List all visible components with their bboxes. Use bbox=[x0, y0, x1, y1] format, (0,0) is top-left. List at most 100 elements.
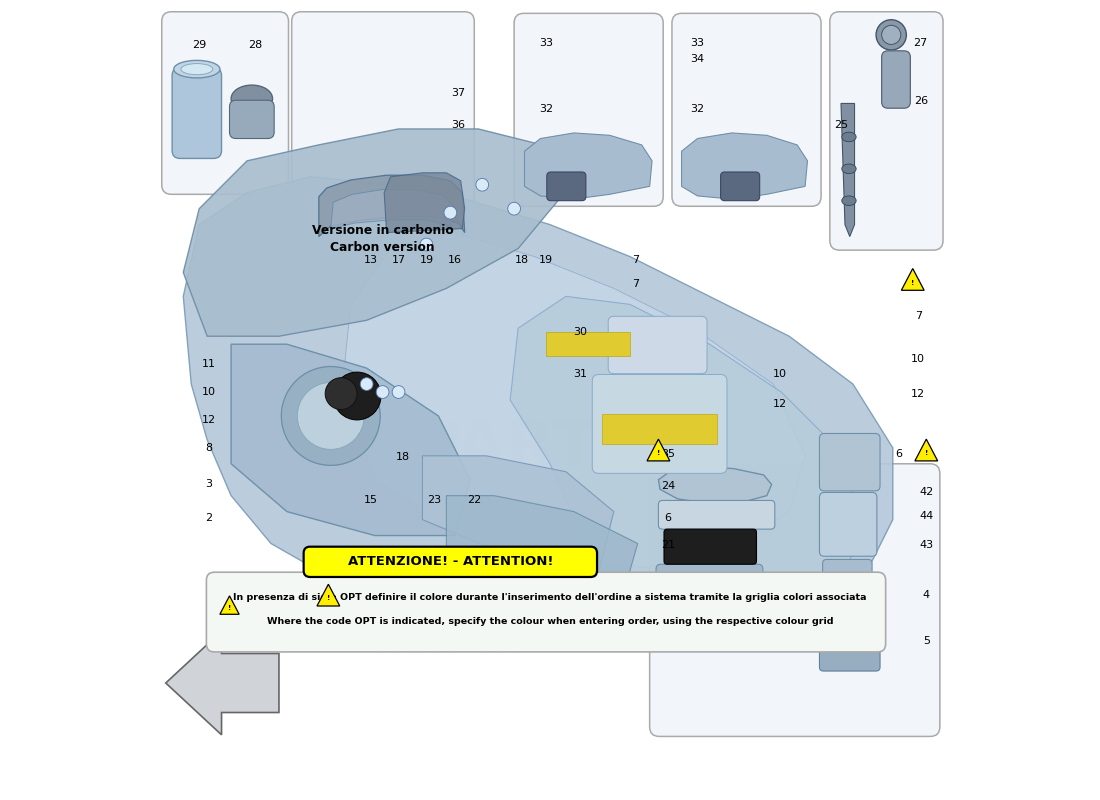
FancyBboxPatch shape bbox=[304, 546, 597, 577]
Text: 10: 10 bbox=[772, 370, 786, 379]
FancyBboxPatch shape bbox=[292, 12, 474, 246]
Ellipse shape bbox=[231, 85, 273, 112]
Polygon shape bbox=[166, 631, 279, 735]
FancyBboxPatch shape bbox=[172, 67, 221, 158]
Polygon shape bbox=[231, 344, 471, 535]
Text: 8: 8 bbox=[206, 443, 212, 453]
Text: 4: 4 bbox=[923, 590, 930, 600]
Text: 40: 40 bbox=[661, 604, 675, 614]
Text: 12: 12 bbox=[565, 620, 580, 630]
Text: 10: 10 bbox=[539, 620, 553, 630]
Text: 12: 12 bbox=[485, 644, 499, 654]
Polygon shape bbox=[447, 496, 638, 599]
Text: 27: 27 bbox=[914, 38, 927, 48]
Text: 31: 31 bbox=[573, 370, 587, 379]
FancyBboxPatch shape bbox=[672, 14, 821, 206]
Circle shape bbox=[508, 202, 520, 215]
Ellipse shape bbox=[842, 196, 856, 206]
FancyBboxPatch shape bbox=[720, 172, 760, 201]
Circle shape bbox=[297, 382, 364, 450]
Text: !: ! bbox=[657, 450, 660, 456]
Text: 7: 7 bbox=[508, 550, 515, 561]
FancyBboxPatch shape bbox=[547, 172, 586, 201]
FancyBboxPatch shape bbox=[659, 501, 774, 529]
Polygon shape bbox=[901, 269, 924, 290]
Circle shape bbox=[326, 378, 358, 410]
Polygon shape bbox=[659, 467, 771, 504]
FancyBboxPatch shape bbox=[230, 100, 274, 138]
Text: 34: 34 bbox=[691, 54, 704, 64]
FancyBboxPatch shape bbox=[664, 529, 757, 564]
Polygon shape bbox=[647, 439, 670, 461]
Text: 25: 25 bbox=[834, 120, 848, 130]
FancyBboxPatch shape bbox=[820, 617, 880, 671]
Bar bbox=[546, 332, 629, 356]
Polygon shape bbox=[319, 175, 464, 237]
Text: 36: 36 bbox=[451, 120, 465, 130]
Text: 6: 6 bbox=[664, 513, 671, 523]
FancyBboxPatch shape bbox=[514, 14, 663, 206]
Text: 24: 24 bbox=[661, 481, 675, 491]
Polygon shape bbox=[343, 233, 805, 567]
Text: 28: 28 bbox=[248, 40, 262, 50]
Text: 16: 16 bbox=[448, 255, 461, 266]
Circle shape bbox=[392, 386, 405, 398]
Bar bbox=[602, 414, 717, 444]
Text: Versione in carbonio
Carbon version: Versione in carbonio Carbon version bbox=[311, 224, 453, 254]
Text: 29: 29 bbox=[192, 40, 207, 50]
Text: 7: 7 bbox=[632, 255, 640, 266]
Text: !: ! bbox=[228, 605, 231, 610]
Text: 19: 19 bbox=[539, 255, 553, 266]
Polygon shape bbox=[510, 296, 861, 615]
Polygon shape bbox=[682, 133, 807, 199]
FancyBboxPatch shape bbox=[881, 51, 911, 108]
Text: 7: 7 bbox=[632, 279, 640, 290]
Circle shape bbox=[476, 178, 488, 191]
FancyBboxPatch shape bbox=[820, 493, 877, 556]
Text: 3: 3 bbox=[206, 478, 212, 489]
FancyBboxPatch shape bbox=[656, 564, 763, 602]
Text: 37: 37 bbox=[451, 88, 465, 98]
Text: !: ! bbox=[327, 595, 330, 602]
Text: 1: 1 bbox=[915, 279, 922, 290]
Text: 14: 14 bbox=[382, 644, 396, 654]
Circle shape bbox=[876, 20, 906, 50]
Polygon shape bbox=[220, 596, 239, 614]
Ellipse shape bbox=[842, 132, 856, 142]
FancyBboxPatch shape bbox=[829, 12, 943, 250]
Text: 44: 44 bbox=[920, 510, 934, 521]
Polygon shape bbox=[384, 173, 464, 233]
Text: 18: 18 bbox=[396, 452, 409, 462]
Text: 10: 10 bbox=[513, 644, 527, 654]
Text: 12: 12 bbox=[772, 399, 786, 409]
Text: !: ! bbox=[925, 450, 928, 456]
Text: 35: 35 bbox=[661, 450, 675, 459]
Text: 13: 13 bbox=[364, 255, 377, 266]
Circle shape bbox=[376, 386, 389, 398]
FancyBboxPatch shape bbox=[650, 464, 939, 737]
Text: Where the code OPT is indicated, specify the colour when entering order, using t: Where the code OPT is indicated, specify… bbox=[266, 617, 834, 626]
Text: 21: 21 bbox=[661, 540, 675, 550]
Text: 7: 7 bbox=[915, 311, 922, 322]
Text: 26: 26 bbox=[914, 96, 927, 106]
Text: 32: 32 bbox=[539, 104, 553, 114]
Polygon shape bbox=[915, 439, 937, 461]
Text: 12: 12 bbox=[201, 415, 216, 425]
Text: ATTENZIONE! - ATTENTION!: ATTENZIONE! - ATTENTION! bbox=[348, 555, 553, 568]
Polygon shape bbox=[422, 456, 614, 575]
Text: 30: 30 bbox=[573, 327, 587, 338]
Text: 38: 38 bbox=[661, 636, 675, 646]
Text: 19: 19 bbox=[419, 255, 433, 266]
Ellipse shape bbox=[842, 164, 856, 174]
Text: In presenza di sigla OPT definire il colore durante l'inserimento dell'ordine a : In presenza di sigla OPT definire il col… bbox=[233, 594, 867, 602]
Circle shape bbox=[420, 238, 432, 251]
Text: 5: 5 bbox=[923, 636, 930, 646]
FancyBboxPatch shape bbox=[823, 559, 872, 615]
Text: 22: 22 bbox=[436, 644, 450, 654]
Circle shape bbox=[881, 26, 901, 45]
Text: 20: 20 bbox=[696, 636, 711, 646]
Polygon shape bbox=[525, 133, 652, 199]
Text: 17: 17 bbox=[392, 255, 406, 266]
Ellipse shape bbox=[174, 60, 220, 78]
FancyBboxPatch shape bbox=[592, 374, 727, 474]
